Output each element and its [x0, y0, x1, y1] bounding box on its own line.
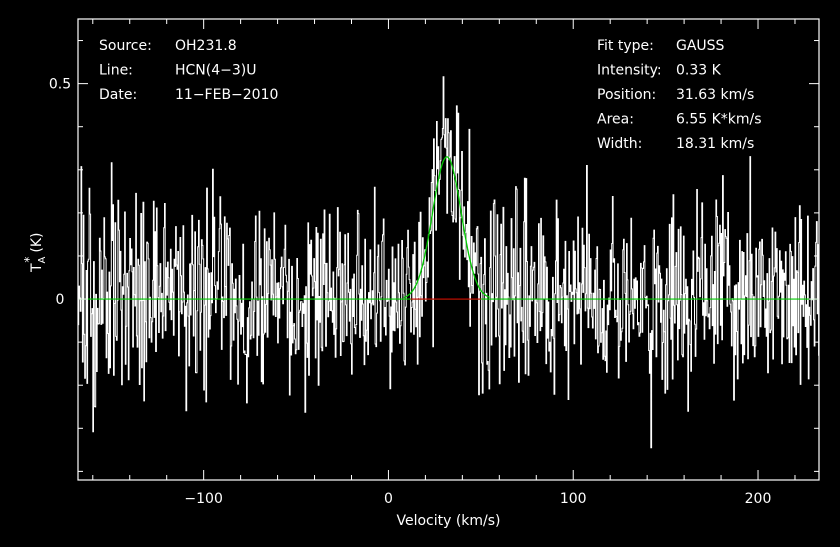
- fit-overlay: [78, 156, 819, 300]
- info-value: 6.55 K*km/s: [676, 112, 762, 128]
- spectrum-series: [78, 76, 820, 449]
- x-tick-label: 200: [745, 491, 772, 507]
- info-value: GAUSS: [676, 38, 725, 54]
- info-key: Position:: [597, 87, 656, 103]
- y-tick-label: 0: [56, 292, 65, 308]
- info-value: OH231.8: [175, 38, 237, 54]
- x-tick-label: −100: [184, 491, 222, 507]
- y-axis-label-main: T: [29, 263, 45, 273]
- info-value: 0.33 K: [676, 63, 722, 79]
- y-tick-label: 0.5: [49, 77, 71, 93]
- x-axis-label: Velocity (km/s): [396, 513, 500, 529]
- y-axis-label-superscript: *: [22, 257, 36, 263]
- y-axis-label-subscript: A: [37, 256, 48, 263]
- header-info-left: Source: OH231.8 Line: HCN(4−3)U Date: 11−FEB−…: [99, 38, 278, 103]
- axis-ticks: [78, 19, 819, 480]
- info-value: 31.63 km/s: [676, 87, 754, 103]
- gaussian-fit-line: [403, 156, 490, 299]
- fit-results-panel: Fit type: GAUSS Intensity: 0.33 K Position: 3…: [597, 38, 762, 152]
- svg-text:TA*(K): TA* (K): [22, 232, 48, 273]
- x-tick-label: 0: [384, 491, 393, 507]
- x-tick-label: 100: [560, 491, 587, 507]
- y-axis-label-unit: (K): [29, 232, 45, 252]
- info-key: Intensity:: [597, 63, 662, 79]
- info-value: HCN(4−3)U: [175, 63, 257, 79]
- info-key: Line:: [99, 63, 133, 79]
- info-key: Fit type:: [597, 38, 654, 54]
- spectrum-line: [78, 76, 820, 449]
- info-key: Date:: [99, 87, 137, 103]
- info-value: 11−FEB−2010: [175, 87, 278, 103]
- y-axis-label: TA* (K): [22, 232, 48, 273]
- axis-tick-labels: −100 0 100 200 0 0.5: [49, 77, 772, 507]
- info-key: Area:: [597, 112, 634, 128]
- info-key: Source:: [99, 38, 152, 54]
- info-value: 18.31 km/s: [676, 136, 754, 152]
- plot-frame: [77, 18, 820, 481]
- info-key: Width:: [597, 136, 642, 152]
